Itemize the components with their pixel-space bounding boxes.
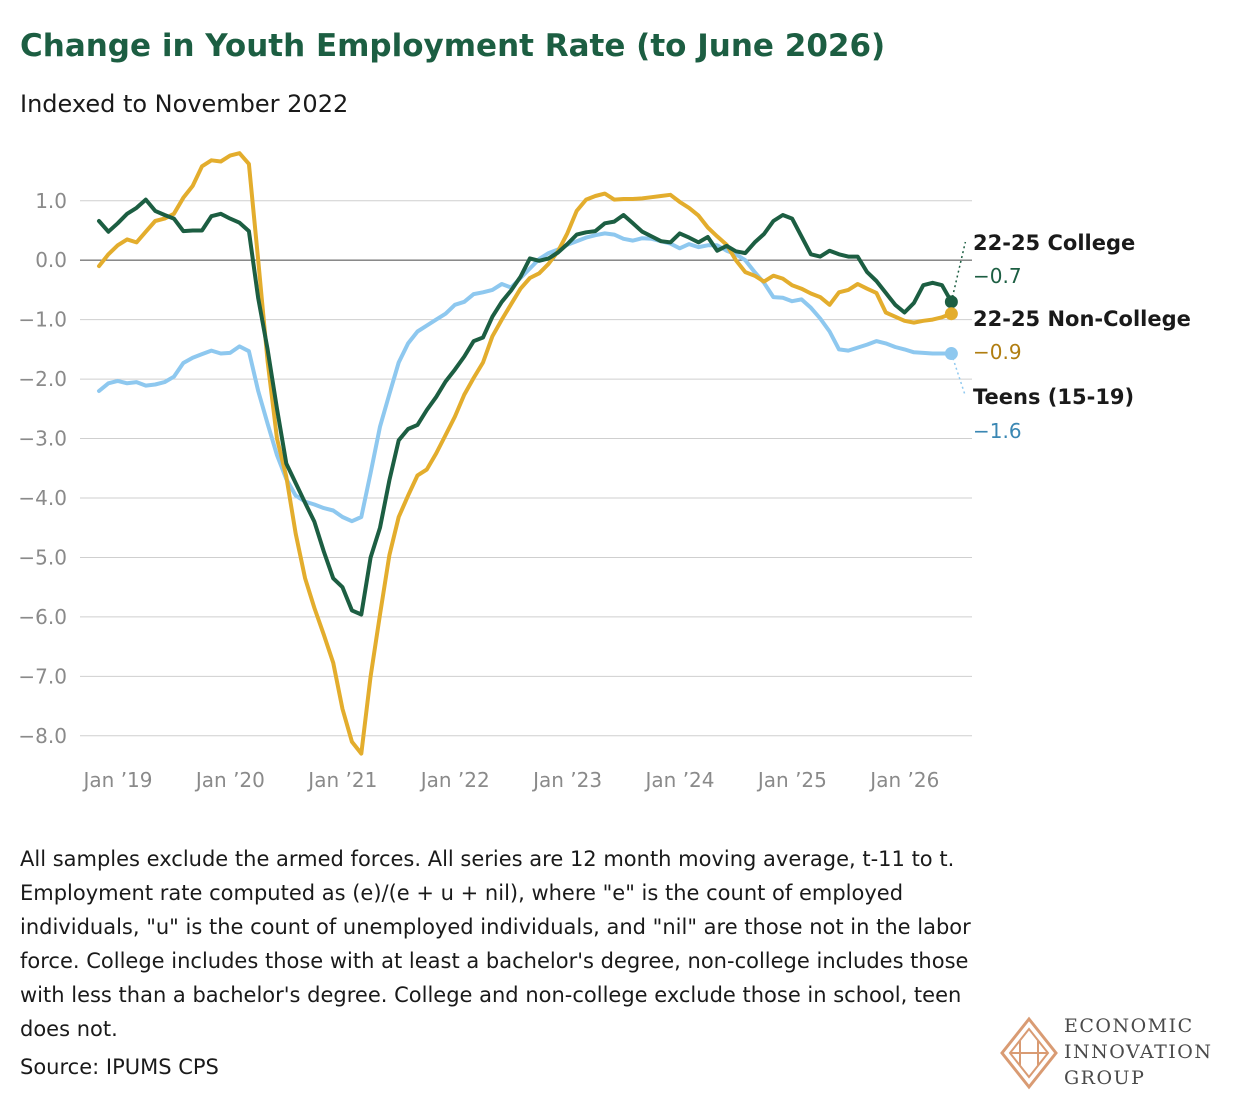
x-tick-label: Jan ’25 bbox=[756, 768, 827, 792]
series-line-non-college bbox=[97, 151, 954, 756]
logo-line-3: GROUP bbox=[1064, 1067, 1146, 1089]
series-label-teens: Teens (15-19) bbox=[973, 385, 1134, 409]
series-end-marker-college bbox=[944, 295, 958, 309]
x-tick-label: Jan ’23 bbox=[531, 768, 602, 792]
y-tick-label: −3.0 bbox=[18, 427, 67, 451]
series-label-college: 22-25 College bbox=[973, 231, 1135, 255]
series-end-value-teens: −1.6 bbox=[973, 419, 1022, 443]
y-tick-label: −7.0 bbox=[18, 664, 67, 688]
eig-logo: ECONOMIC INNOVATION GROUP bbox=[998, 1013, 1233, 1093]
label-leader-teens bbox=[950, 353, 967, 397]
diamond-logo-icon bbox=[1000, 1016, 1058, 1090]
x-tick-label: Jan ’26 bbox=[868, 768, 939, 792]
chart-footnote: All samples exclude the armed forces. Al… bbox=[20, 847, 971, 1041]
series-label-non-college: 22-25 Non-College bbox=[973, 307, 1191, 331]
page-title: Change in Youth Employment Rate (to June… bbox=[20, 28, 886, 64]
series-line-teens bbox=[97, 231, 954, 524]
y-tick-label: −1.0 bbox=[18, 308, 67, 332]
x-tick-label: Jan ’21 bbox=[306, 768, 377, 792]
x-tick-label: Jan ’20 bbox=[194, 768, 265, 792]
line-chart: 1.0 0.0 −1.0 −2.0 −3.0 −4.0 −5.0 −6.0 −7.0 −8.0 Ja… bbox=[18, 151, 1191, 792]
x-tick-label: Jan ’19 bbox=[82, 768, 153, 792]
series-end-marker-non-college bbox=[944, 307, 958, 321]
logo-line-1: ECONOMIC bbox=[1064, 1015, 1194, 1037]
series-line-college bbox=[97, 197, 954, 617]
y-tick-label: −4.0 bbox=[18, 486, 67, 510]
x-tick-label: Jan ’22 bbox=[419, 768, 490, 792]
y-tick-label: −5.0 bbox=[18, 545, 67, 569]
series-end-value-college: −0.7 bbox=[973, 264, 1022, 288]
y-tick-label: 0.0 bbox=[35, 248, 67, 272]
chart-source: Source: IPUMS CPS bbox=[20, 1055, 219, 1079]
logo-line-2: INNOVATION bbox=[1064, 1041, 1213, 1063]
series-end-marker-teens bbox=[944, 347, 958, 361]
label-leader-college bbox=[950, 241, 967, 302]
y-tick-label: −6.0 bbox=[18, 605, 67, 629]
x-tick-label: Jan ’24 bbox=[644, 768, 715, 792]
page-subtitle: Indexed to November 2022 bbox=[20, 90, 349, 118]
y-tick-label: −2.0 bbox=[18, 367, 67, 391]
y-tick-label: −8.0 bbox=[18, 724, 67, 748]
y-tick-label: 1.0 bbox=[35, 189, 67, 213]
series-end-value-non-college: −0.9 bbox=[973, 340, 1022, 364]
